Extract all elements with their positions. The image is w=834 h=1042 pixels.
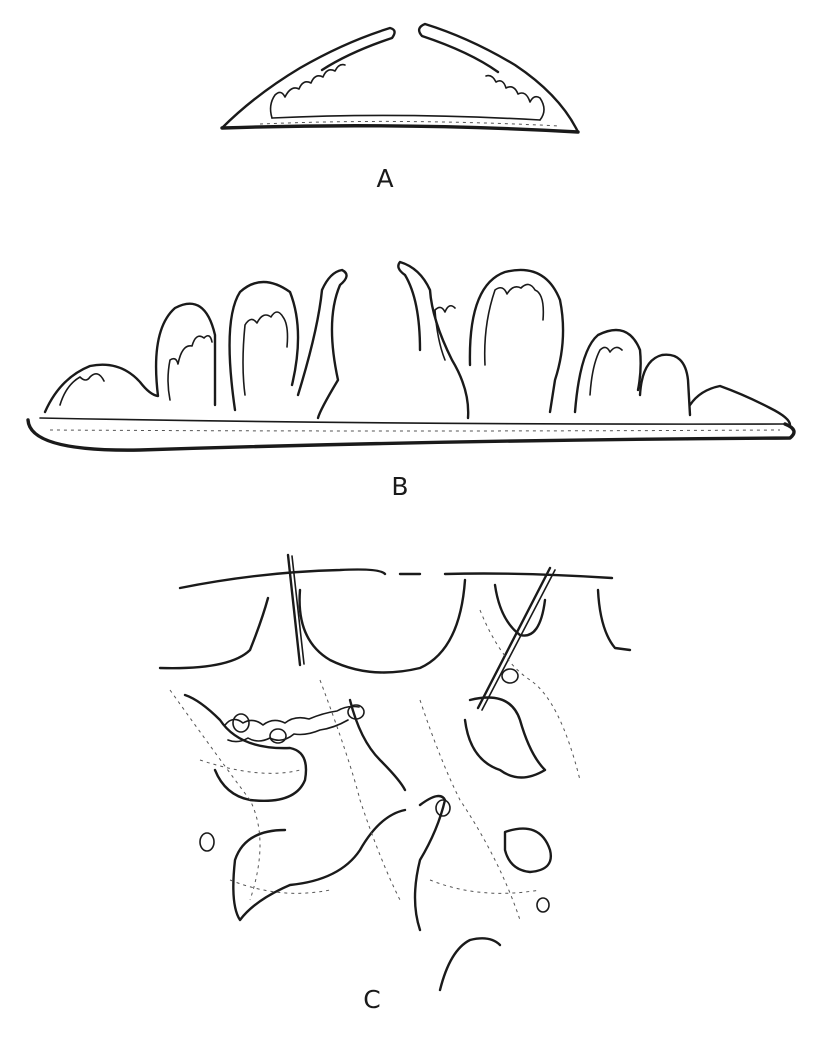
figure-a-label: A xyxy=(376,164,393,193)
figure-c-drawing xyxy=(158,553,632,992)
figure-b-drawing xyxy=(26,260,796,452)
figure-a-drawing xyxy=(220,22,580,134)
figure-b-label: B xyxy=(391,472,408,501)
figure-c-label: C xyxy=(363,985,380,1014)
